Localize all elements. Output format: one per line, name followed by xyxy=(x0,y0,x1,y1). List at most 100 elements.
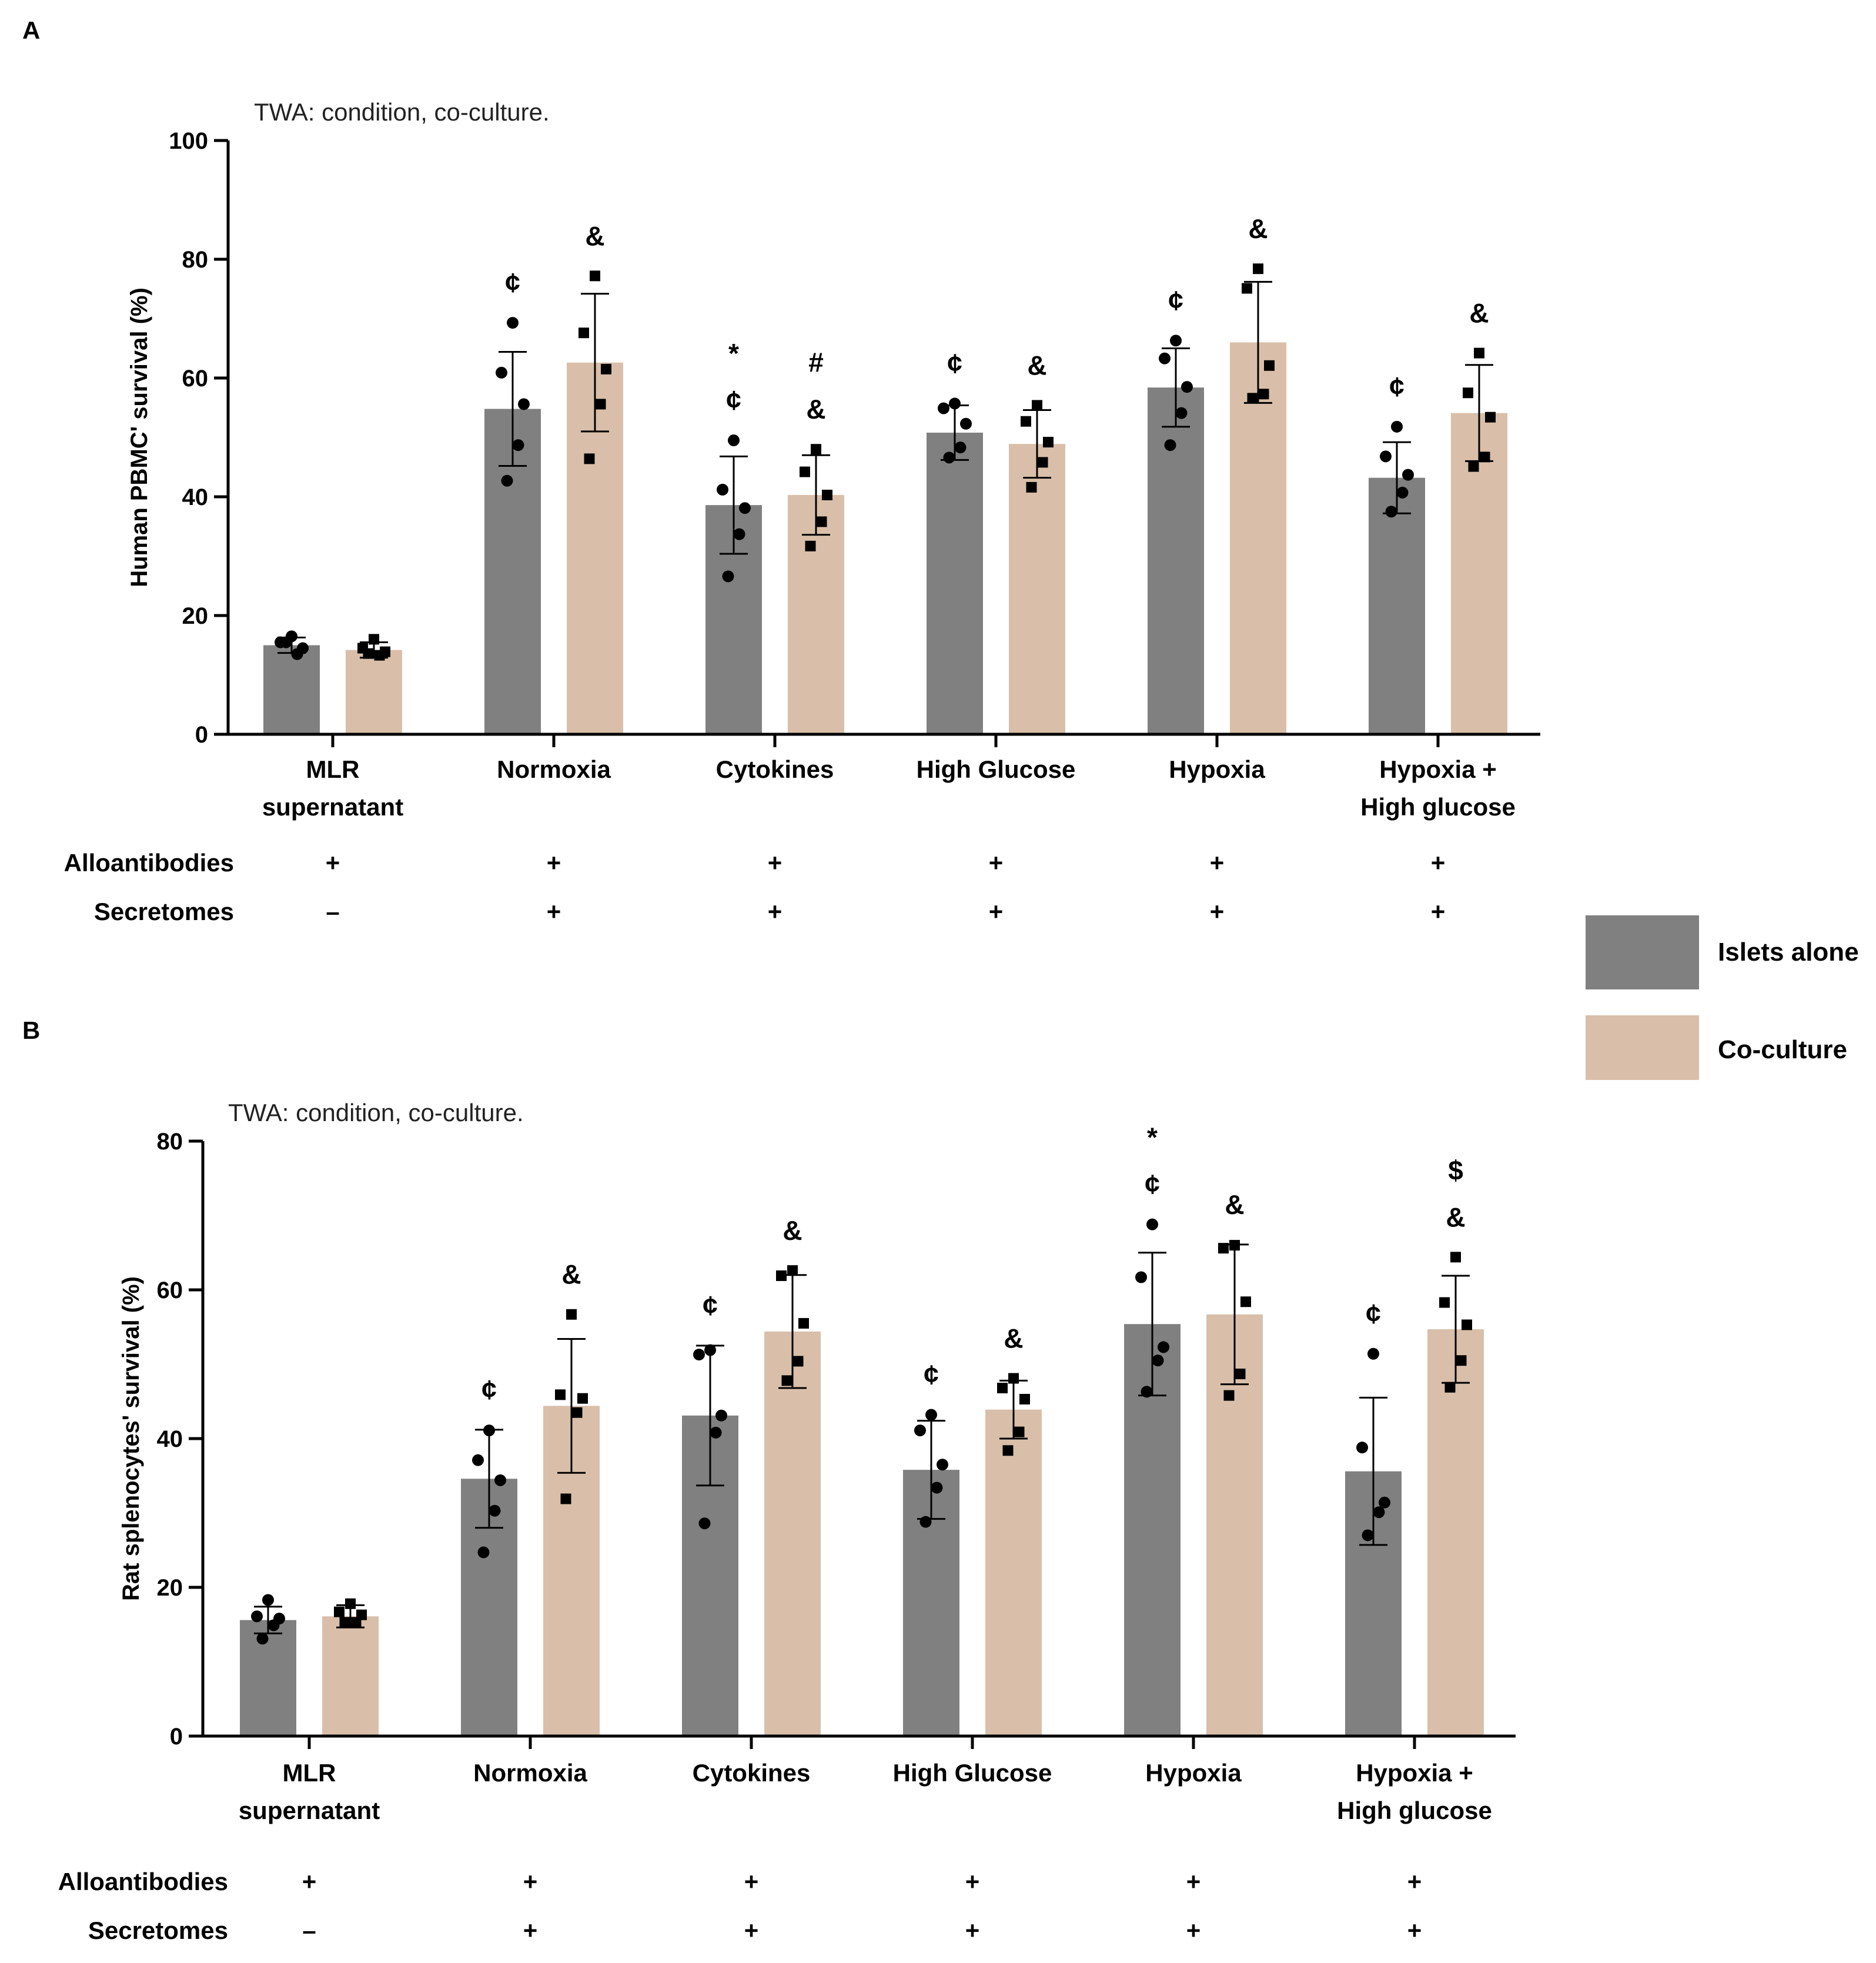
data-point-square xyxy=(363,648,374,659)
data-point-circle xyxy=(489,1504,501,1517)
data-point-square xyxy=(1032,400,1042,411)
data-point-circle xyxy=(717,483,728,496)
data-point-square xyxy=(374,650,385,661)
data-point-circle xyxy=(739,502,751,514)
data-point-square xyxy=(1264,360,1275,371)
panel-b-chart: TWA: condition, co-culture. Rat splenocyt… xyxy=(58,1099,1516,1944)
data-point-square xyxy=(997,1382,1008,1393)
data-point-square xyxy=(1247,393,1258,404)
data-point-circle xyxy=(496,366,507,379)
data-point-circle xyxy=(914,1424,926,1437)
bar-co-culture xyxy=(764,1331,821,1736)
data-point-circle xyxy=(256,1633,269,1645)
row-symbol: + xyxy=(547,849,561,877)
data-point-circle xyxy=(483,1424,495,1437)
category-label: High Glucose xyxy=(893,1759,1052,1787)
data-point-circle xyxy=(494,1474,506,1486)
data-point-circle xyxy=(1170,335,1182,347)
significance-marker: & xyxy=(1225,1189,1244,1220)
significance-marker: & xyxy=(561,1259,581,1290)
data-point-circle xyxy=(262,1594,274,1606)
data-point-square xyxy=(787,1265,798,1276)
row-symbol: + xyxy=(1407,1917,1422,1944)
y-tick-label: 20 xyxy=(157,1575,183,1601)
data-point-square xyxy=(350,1617,362,1628)
data-point-circle xyxy=(925,1409,937,1421)
data-point-circle xyxy=(1164,439,1176,452)
row-symbol: + xyxy=(989,898,1004,925)
data-point-square xyxy=(577,1393,588,1404)
chart-note: TWA: condition, co-culture. xyxy=(254,98,550,126)
bar-co-culture xyxy=(1451,413,1507,734)
data-point-circle xyxy=(728,434,740,447)
data-point-circle xyxy=(931,1482,943,1494)
data-point-square xyxy=(816,516,827,527)
row-symbol: + xyxy=(989,849,1004,877)
category-label: Normoxia xyxy=(473,1759,587,1787)
y-tick-label: 80 xyxy=(157,1129,183,1155)
data-point-square xyxy=(805,540,816,551)
row-symbol: + xyxy=(523,1917,538,1944)
row-symbol: + xyxy=(744,1868,759,1895)
panel-a-chart: TWA: condition, co-culture. Human PBMC' s… xyxy=(64,98,1540,925)
data-point-square xyxy=(566,1309,577,1320)
data-point-circle xyxy=(1362,1529,1374,1541)
category-label: Cytokines xyxy=(693,1759,811,1787)
panel-letter-b: B xyxy=(22,1016,40,1044)
data-point-circle xyxy=(1141,1386,1153,1398)
data-point-square xyxy=(334,1606,345,1617)
data-point-circle xyxy=(1152,1355,1164,1367)
y-axis-label: Rat splenocytes' survival (%) xyxy=(118,1276,144,1601)
category-label: MLR xyxy=(306,755,360,783)
row-symbol: + xyxy=(523,1868,538,1895)
data-point-circle xyxy=(1181,381,1193,393)
significance-marker: $ xyxy=(1448,1155,1463,1185)
data-point-square xyxy=(1021,416,1031,427)
row-label: Secretomes xyxy=(88,1917,228,1944)
data-point-square xyxy=(560,1493,571,1504)
row-symbol: + xyxy=(302,1868,317,1895)
bar-islets-alone xyxy=(927,432,983,734)
row-symbol: – xyxy=(302,1917,316,1944)
row-symbol: + xyxy=(965,1917,980,1944)
significance-marker: ¢ xyxy=(505,267,520,298)
data-point-square xyxy=(1462,1319,1472,1330)
data-point-square xyxy=(590,270,600,282)
data-point-square xyxy=(1026,481,1037,493)
data-point-circle xyxy=(1158,1341,1169,1353)
data-point-square xyxy=(601,363,611,374)
data-point-circle xyxy=(267,1619,280,1631)
category-label: MLR xyxy=(283,1759,336,1787)
significance-marker: ¢ xyxy=(1168,285,1183,316)
data-point-square xyxy=(811,444,821,455)
data-point-circle xyxy=(704,1344,716,1356)
data-point-square xyxy=(792,1356,804,1367)
significance-marker: ¢ xyxy=(947,348,962,379)
legend-swatch-islets-alone xyxy=(1586,915,1699,989)
significance-marker: & xyxy=(1446,1202,1465,1232)
row-symbol: + xyxy=(1431,898,1446,925)
data-point-square xyxy=(1240,1296,1251,1307)
data-point-square xyxy=(1485,412,1496,423)
category-label: High glucose xyxy=(1337,1797,1492,1824)
significance-marker: ¢ xyxy=(726,385,741,416)
data-point-circle xyxy=(919,1516,932,1528)
data-point-square xyxy=(1008,1373,1019,1384)
category-label: Hypoxia + xyxy=(1379,755,1497,783)
bar-co-culture xyxy=(1427,1329,1484,1736)
category-label: Hypoxia xyxy=(1169,755,1265,783)
row-symbol: + xyxy=(768,849,782,877)
data-point-square xyxy=(584,453,595,464)
row-symbol: + xyxy=(1431,849,1446,877)
data-point-square xyxy=(578,327,589,339)
significance-marker: & xyxy=(806,394,825,424)
y-tick-label: 0 xyxy=(195,722,208,748)
data-point-circle xyxy=(507,317,519,329)
significance-marker: & xyxy=(1248,213,1268,244)
data-point-circle xyxy=(477,1546,490,1559)
data-point-square xyxy=(1002,1445,1014,1456)
data-point-square xyxy=(1463,387,1473,399)
data-point-square xyxy=(1258,389,1269,400)
data-point-circle xyxy=(1175,407,1188,419)
